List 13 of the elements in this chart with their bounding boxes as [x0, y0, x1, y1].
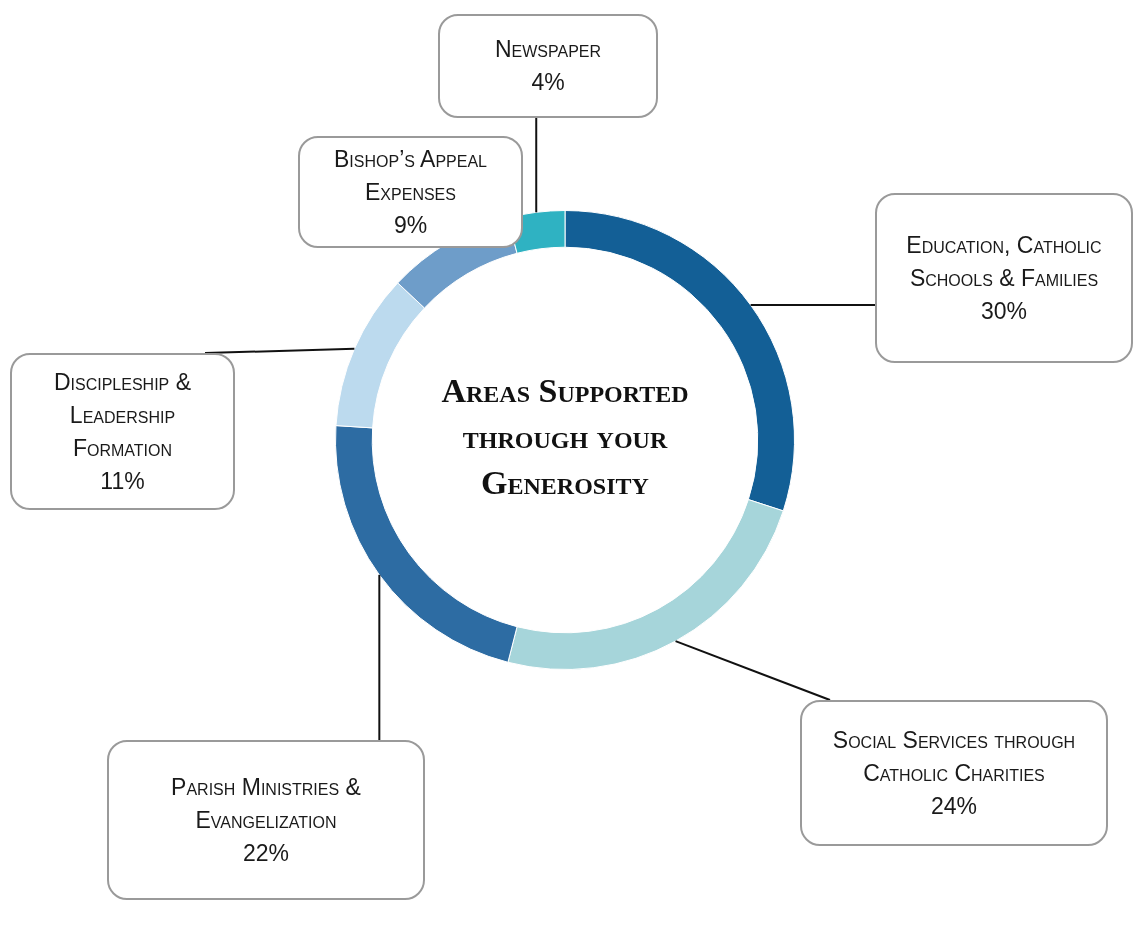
data-label: 9% — [393, 210, 428, 240]
slice-label: Bishop’s Appeal Expenses — [333, 144, 488, 207]
slice-label: Newspaper — [494, 35, 602, 64]
slice-label: Social Services through Catholic Charities — [831, 725, 1077, 788]
slice-label: Discipleship & Leadership Formation — [52, 367, 192, 463]
data-label: 22% — [242, 838, 290, 868]
slice-label: Parish Ministries & Evangelization — [170, 772, 362, 835]
text: Areas Supported through your Generosity — [440, 371, 690, 503]
data-label: 24% — [930, 791, 978, 821]
data-label: 30% — [980, 296, 1028, 326]
slice-label: Education, Catholic Schools & Families — [905, 230, 1103, 293]
data-label: 4% — [531, 68, 565, 97]
data-label: 11% — [100, 466, 145, 496]
